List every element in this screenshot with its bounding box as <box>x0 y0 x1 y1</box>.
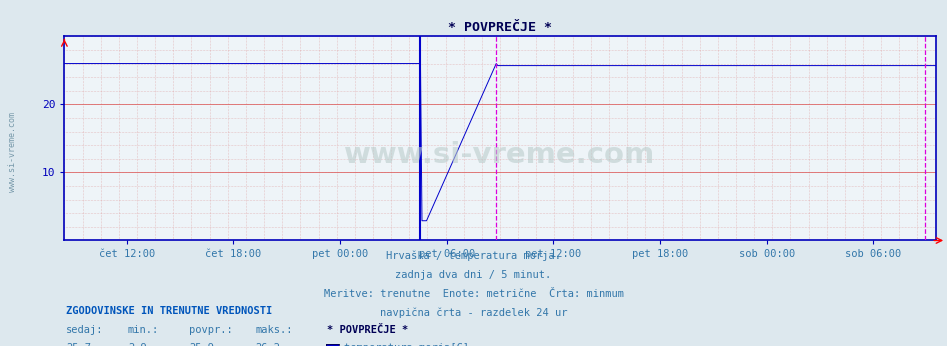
Text: maks.:: maks.: <box>256 325 294 335</box>
Text: www.si-vreme.com: www.si-vreme.com <box>8 112 17 192</box>
Text: temperatura morja[C]: temperatura morja[C] <box>344 343 469 346</box>
Text: * POVPREČJE *: * POVPREČJE * <box>327 325 408 335</box>
Text: www.si-vreme.com: www.si-vreme.com <box>345 141 655 169</box>
Text: min.:: min.: <box>128 325 159 335</box>
Title: * POVPREČJE *: * POVPREČJE * <box>448 21 552 34</box>
Text: Meritve: trenutne  Enote: metrične  Črta: minmum: Meritve: trenutne Enote: metrične Črta: … <box>324 289 623 299</box>
Text: 26,2: 26,2 <box>256 343 280 346</box>
Text: povpr.:: povpr.: <box>189 325 233 335</box>
Text: sedaj:: sedaj: <box>66 325 104 335</box>
Text: 25,9: 25,9 <box>189 343 214 346</box>
Text: 25,7: 25,7 <box>66 343 91 346</box>
Text: Hrvaška / temperatura morja.: Hrvaška / temperatura morja. <box>386 251 561 261</box>
Text: 2,9: 2,9 <box>128 343 147 346</box>
Text: navpična črta - razdelek 24 ur: navpična črta - razdelek 24 ur <box>380 308 567 318</box>
Text: ZGODOVINSKE IN TRENUTNE VREDNOSTI: ZGODOVINSKE IN TRENUTNE VREDNOSTI <box>66 306 273 316</box>
Text: zadnja dva dni / 5 minut.: zadnja dva dni / 5 minut. <box>396 270 551 280</box>
